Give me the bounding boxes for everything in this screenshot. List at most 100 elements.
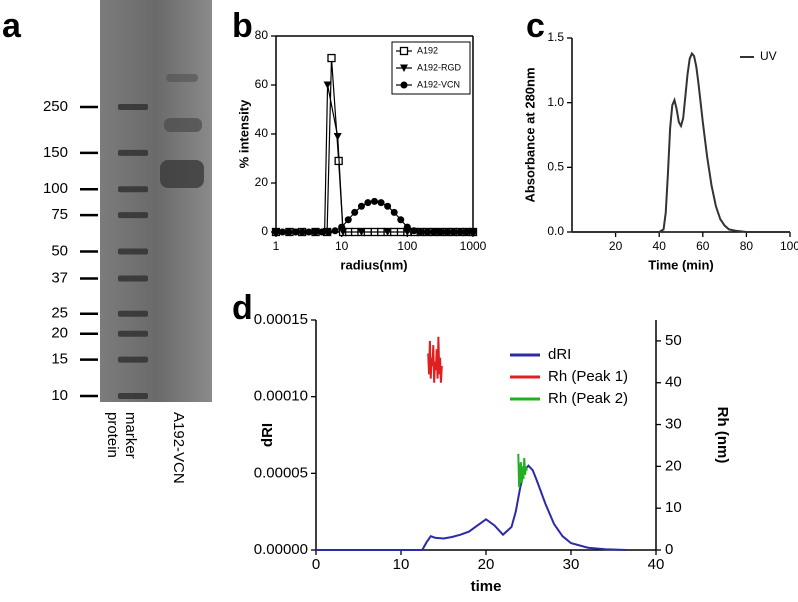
gel-band [166,74,198,82]
legend-marker [400,81,408,89]
x-axis-label: time [471,578,502,595]
point [357,202,365,210]
x-tick-label: 40 [648,556,665,573]
point [272,228,280,236]
y-axis-label: dRI [259,423,276,447]
point [338,223,346,231]
y2-tick-label: 10 [665,499,682,516]
point [327,53,336,63]
y-tick-label: 0.00000 [254,541,308,558]
series-line [316,464,627,551]
point [298,228,306,236]
point [469,228,477,236]
point [364,199,372,207]
point [410,227,418,235]
point [325,228,333,236]
point [397,216,405,224]
point [377,199,385,207]
point [351,208,359,216]
point [383,228,392,236]
y-tick-label: 0.00005 [254,464,308,481]
gel-band [160,160,204,188]
y-tick-label: 0 [261,224,268,238]
y2-tick-label: 30 [665,416,682,433]
legend-label: Rh (Peak 2) [548,390,628,407]
legend-label: A192-VCN [417,79,460,89]
y-axis-label: Absorbance at 280nm [522,67,537,202]
x-tick-label: 10 [393,556,410,573]
lane-label: protein [104,412,121,458]
y-tick-label: 80 [255,28,269,42]
x-tick-label: 60 [696,239,710,253]
marker-band [118,393,148,399]
y-tick-label: 0.0 [547,224,564,238]
legend-marker [400,64,408,72]
x-tick-label: 100 [397,239,417,253]
point [331,227,339,235]
legend-label: A192 [417,45,438,55]
series-line [517,453,528,488]
y-tick-label: 1.5 [547,30,564,44]
panel-letter: a [2,7,22,45]
x-tick-label: 40 [653,239,667,253]
x-tick-label: 80 [740,239,754,253]
marker-band [118,149,148,156]
point [384,202,392,210]
marker-label: 10 [51,387,68,404]
x-axis-label: Time (min) [648,257,714,272]
point [344,216,352,224]
y2-axis-label: Rh (nm) [714,407,731,464]
marker-band [118,330,148,337]
marker-label: 50 [51,242,68,259]
y-axis-label: % intensity [236,99,251,168]
x-axis-label: radius(nm) [340,257,407,272]
x-tick-label: 30 [563,556,580,573]
y-tick-label: 0.5 [547,160,564,174]
point [285,228,293,236]
marker-label: 100 [43,180,68,197]
point [430,228,438,236]
x-tick-label: 1 [273,239,280,253]
legend-label: dRI [548,346,571,363]
x-tick-label: 0 [312,556,320,573]
x-tick-label: 20 [478,556,495,573]
series-line [572,51,790,233]
marker-label: 250 [43,98,68,115]
x-tick-label: 100 [780,239,798,253]
y-tick-label: 20 [255,175,269,189]
point [323,81,332,89]
y-tick-label: 40 [255,126,269,140]
lane-label: A192-VCN [170,412,187,484]
series-line [427,336,443,383]
y2-tick-label: 50 [665,332,682,349]
marker-label: 25 [51,305,68,322]
marker-band [118,248,148,255]
legend-label: A192-RGD [417,62,462,72]
x-tick-label: 20 [609,239,623,253]
marker-label: 150 [43,144,68,161]
legend-marker [399,46,409,56]
point [403,223,411,231]
panel-letter: c [526,7,545,45]
marker-band [118,356,148,363]
series-line [276,84,473,233]
marker-label: 15 [51,351,68,368]
point [449,228,457,236]
series-line [276,200,473,233]
panel-letter: d [232,289,253,327]
point [279,228,287,236]
x-tick-label: 1000 [460,239,487,253]
point [390,208,398,216]
point [462,228,470,236]
point [357,228,366,236]
legend-label: Rh (Peak 1) [548,368,628,385]
y2-tick-label: 40 [665,374,682,391]
point [443,228,451,236]
point [456,228,464,236]
panel-letter: b [232,7,253,45]
point [311,228,319,236]
point [403,228,412,236]
x-tick-label: 10 [335,239,349,253]
point [423,228,431,236]
